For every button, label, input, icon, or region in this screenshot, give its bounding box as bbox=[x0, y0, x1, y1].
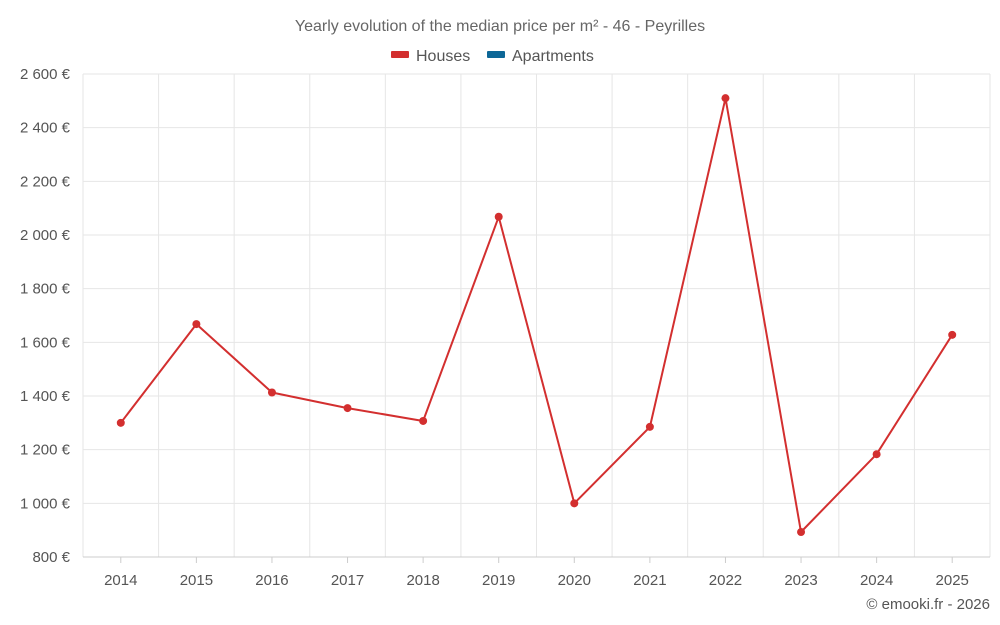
x-tick-label: 2017 bbox=[331, 572, 364, 589]
data-point[interactable] bbox=[872, 450, 881, 459]
legend: Houses Apartments bbox=[391, 48, 594, 65]
data-point[interactable] bbox=[570, 499, 579, 508]
data-point[interactable] bbox=[116, 418, 125, 427]
data-point[interactable] bbox=[343, 404, 352, 413]
y-axis: 800 € 1 000 € 1 200 € 1 400 € 1 600 € 1 800 €… bbox=[20, 66, 71, 566]
x-tick-label: 2024 bbox=[860, 572, 893, 589]
x-tick-label: 2022 bbox=[709, 572, 742, 589]
data-point[interactable] bbox=[419, 416, 428, 425]
y-tick-label: 2 600 € bbox=[20, 66, 71, 83]
legend-item-houses[interactable]: Houses bbox=[391, 48, 470, 65]
y-tick-label: 1 600 € bbox=[20, 334, 71, 351]
data-point[interactable] bbox=[192, 320, 201, 329]
x-tick-label: 2016 bbox=[255, 572, 288, 589]
x-tick-label: 2018 bbox=[406, 572, 439, 589]
series-houses bbox=[116, 94, 957, 537]
grid bbox=[82, 73, 991, 557]
credit-text: © emooki.fr - 2026 bbox=[866, 596, 990, 613]
x-tick-label: 2021 bbox=[633, 572, 666, 589]
legend-label-houses: Houses bbox=[416, 48, 470, 65]
data-point[interactable] bbox=[948, 330, 957, 339]
y-tick-label: 2 200 € bbox=[20, 173, 71, 190]
y-tick-label: 1 000 € bbox=[20, 495, 71, 512]
x-tick-label: 2015 bbox=[180, 572, 213, 589]
y-tick-label: 1 800 € bbox=[20, 281, 71, 298]
x-tick-label: 2025 bbox=[936, 572, 969, 589]
x-tick-label: 2020 bbox=[558, 572, 591, 589]
data-point[interactable] bbox=[721, 94, 730, 103]
y-tick-label: 1 200 € bbox=[20, 442, 71, 459]
data-point[interactable] bbox=[494, 212, 503, 221]
x-tick-label: 2014 bbox=[104, 572, 137, 589]
legend-label-apartments: Apartments bbox=[512, 48, 594, 65]
legend-item-apartments[interactable]: Apartments bbox=[487, 48, 594, 65]
data-point[interactable] bbox=[267, 388, 276, 397]
x-tick-label: 2023 bbox=[784, 572, 817, 589]
y-tick-label: 800 € bbox=[32, 549, 70, 566]
y-tick-label: 2 400 € bbox=[20, 120, 71, 137]
series-line bbox=[120, 97, 954, 533]
legend-swatch-houses bbox=[391, 51, 409, 58]
chart-title: Yearly evolution of the median price per… bbox=[295, 18, 705, 35]
legend-swatch-apartments bbox=[487, 51, 505, 58]
data-point[interactable] bbox=[797, 528, 806, 537]
y-tick-label: 2 000 € bbox=[20, 227, 71, 244]
y-tick-label: 1 400 € bbox=[20, 388, 71, 405]
data-point[interactable] bbox=[645, 422, 654, 431]
x-axis: 2014 2015 2016 2017 2018 2019 2020 2021 2022 2023… bbox=[83, 556, 990, 589]
x-tick-label: 2019 bbox=[482, 572, 515, 589]
